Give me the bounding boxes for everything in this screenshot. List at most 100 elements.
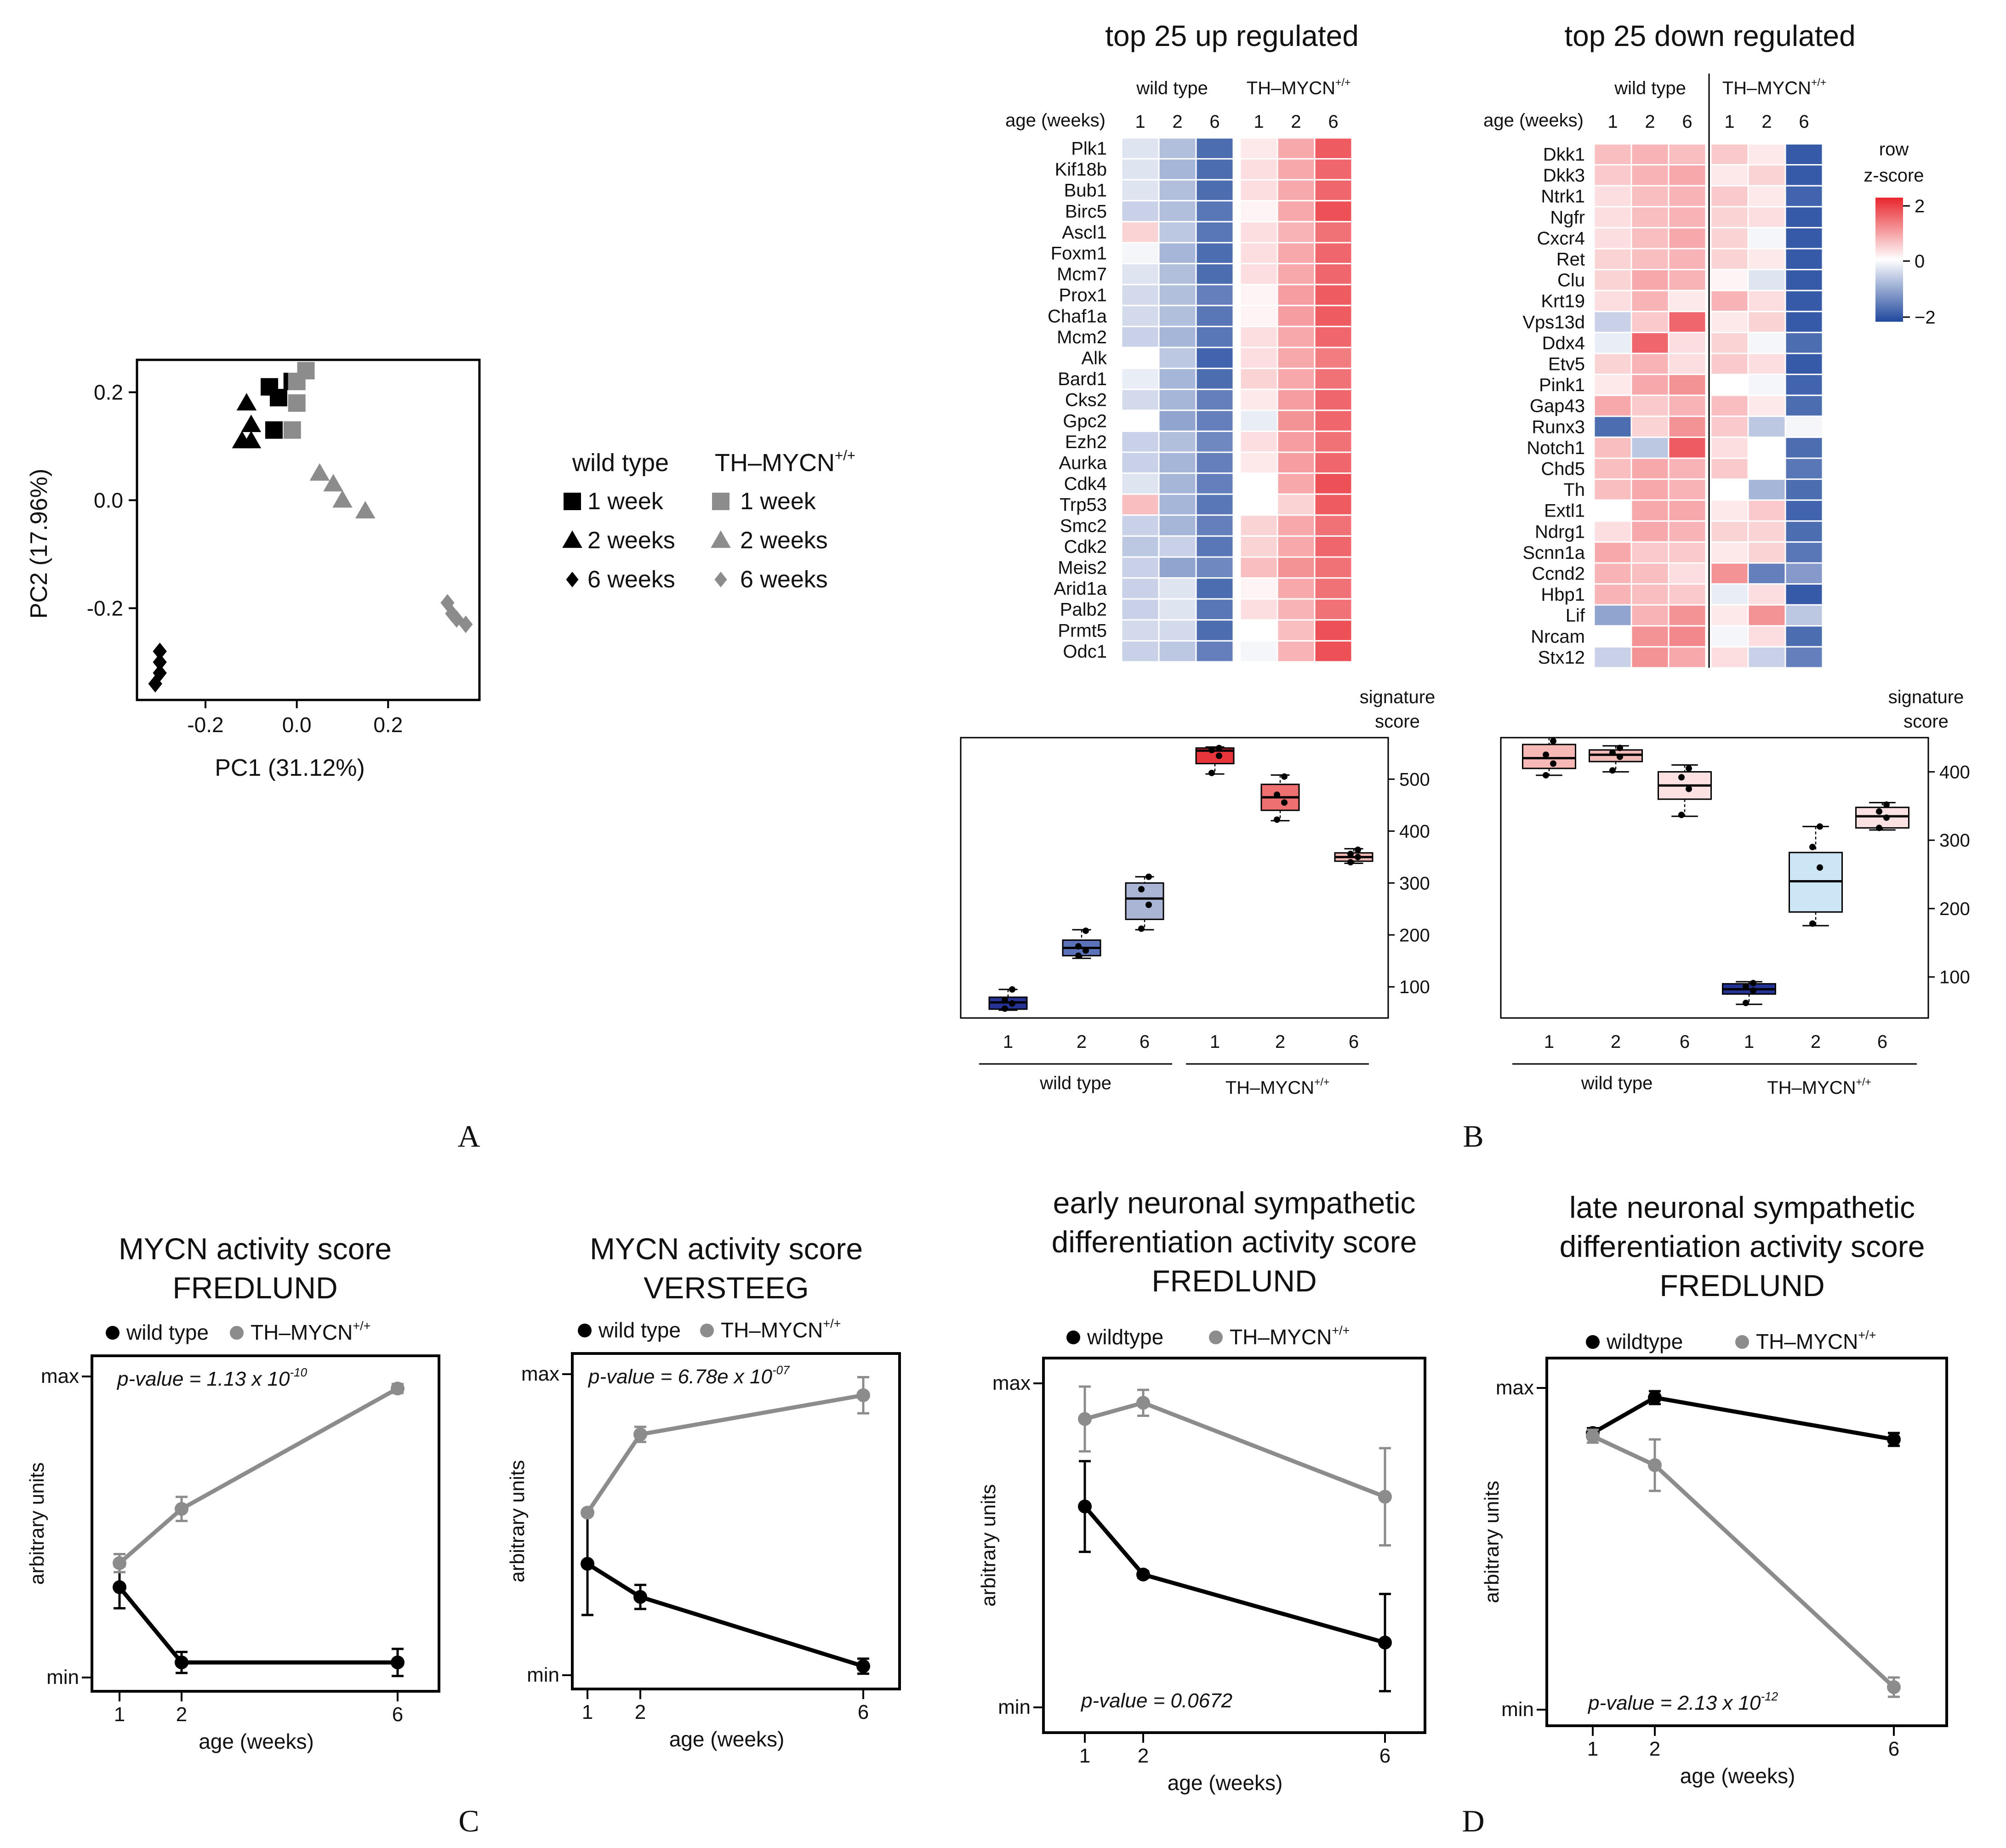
heatmap-down-cell — [1668, 185, 1707, 208]
heatmap-up-cell — [1239, 179, 1278, 202]
heatmap-up-cell — [1314, 347, 1353, 370]
heatmap-up-cell — [1239, 409, 1278, 432]
heatmap-down-cell — [1784, 290, 1824, 313]
pca-point — [288, 394, 306, 412]
line-chart-1-legend-marker — [230, 1326, 244, 1340]
boxplot-down-group-label-wt: wild type — [1581, 1073, 1653, 1093]
heatmap-down-cell — [1784, 269, 1824, 291]
pca-point — [332, 490, 353, 508]
heatmap-up-cell — [1239, 451, 1278, 474]
heatmap-up-age-label: age (weeks) — [1005, 110, 1106, 131]
line-chart-3-x-axis-label: age (weeks) — [1168, 1771, 1283, 1795]
line-chart-2-y-tick-label: min — [527, 1664, 559, 1686]
heatmap-up-cell — [1121, 430, 1160, 453]
heatmap-down-cell — [1630, 143, 1670, 166]
line-chart-2-legend-label: wild type — [598, 1318, 681, 1342]
heatmap-up-cell — [1239, 388, 1278, 411]
heatmap-down-cell — [1747, 143, 1786, 166]
heatmap-up-cell — [1195, 577, 1234, 600]
heatmap-up-gene-label: Bub1 — [1064, 181, 1107, 201]
heatmap-up-cell — [1195, 158, 1234, 181]
heatmap-up-cell — [1277, 200, 1316, 222]
heatmap-up-cell — [1277, 242, 1316, 265]
heatmap-down-cell — [1747, 206, 1786, 228]
heatmap-down-age-col-label: 1 — [1724, 112, 1734, 132]
heatmap-down-cell — [1593, 415, 1632, 438]
heatmap-down-cell — [1784, 541, 1824, 564]
heatmap-up-age-col-label: 1 — [1254, 112, 1264, 132]
heatmap-down-gene-label: Krt19 — [1541, 291, 1585, 312]
boxplot-up-point — [1009, 1000, 1015, 1007]
heatmap-up-title: top 25 up regulated — [1105, 19, 1359, 52]
heatmap-down-cell — [1747, 583, 1786, 606]
line-chart-1-y-tick-label: min — [46, 1666, 79, 1689]
heatmap-up-cell — [1239, 284, 1278, 307]
heatmap-down-gene-label: Ntrk1 — [1541, 187, 1585, 207]
boxplot-up-x-tick-label: 6 — [1349, 1032, 1359, 1052]
line-chart-3-x-tick-label: 1 — [1079, 1745, 1090, 1767]
heatmap-up-cell — [1158, 200, 1197, 222]
line-chart-2-pvalue: p-value = 6.78e x 10-07 — [587, 1363, 790, 1388]
colorbar-title: z-score — [1864, 165, 1924, 186]
heatmap-down-cell — [1593, 646, 1632, 669]
heatmap-up-cell — [1195, 388, 1234, 411]
heatmap-up-cell — [1121, 325, 1160, 348]
boxplot-down-point — [1678, 812, 1685, 819]
pca-legend-label-wt: 2 weeks — [587, 527, 675, 554]
boxplot-down-group-label-tg: TH–MYCN+/+ — [1767, 1076, 1871, 1098]
pca-point — [459, 615, 473, 633]
heatmap-up-cell — [1195, 535, 1234, 558]
heatmap-down-cell — [1593, 457, 1632, 480]
heatmap-down-gene-label: Th — [1563, 480, 1585, 500]
boxplot-down-box — [1522, 744, 1576, 769]
heatmap-up-cell — [1314, 472, 1353, 495]
heatmap-down-cell — [1593, 164, 1632, 187]
heatmap-up-cell — [1195, 284, 1234, 307]
heatmap-up-cell — [1277, 535, 1316, 558]
heatmap-down-cell — [1668, 269, 1707, 291]
pca-x-axis-label: PC1 (31.12%) — [215, 755, 365, 781]
line-chart-4-series-line — [1591, 1395, 1894, 1442]
heatmap-up-cell — [1277, 263, 1316, 285]
colorbar-title: row — [1879, 139, 1909, 159]
line-chart-2-point — [581, 1557, 594, 1571]
boxplot-up-x-tick-label: 2 — [1077, 1032, 1087, 1052]
heatmap-up-cell — [1314, 137, 1353, 160]
heatmap-up-cell — [1239, 598, 1278, 621]
heatmap-down-cell — [1593, 604, 1632, 627]
line-chart-1-x-axis-label: age (weeks) — [199, 1729, 314, 1753]
heatmap-up-cell — [1158, 242, 1197, 265]
heatmap-up-cell — [1195, 451, 1234, 474]
heatmap-down-cell — [1668, 541, 1707, 564]
heatmap-down-cell — [1668, 415, 1707, 438]
line-chart-1-series-line — [118, 1586, 398, 1665]
heatmap-down-cell — [1747, 248, 1786, 271]
boxplot-down-x-tick-label: 6 — [1877, 1032, 1887, 1052]
line-chart-3-series-line — [1084, 1400, 1386, 1499]
heatmap-down-cell — [1630, 520, 1670, 543]
heatmap-up-group-label-tg: TH–MYCN+/+ — [1247, 76, 1351, 98]
heatmap-down-cell — [1747, 499, 1786, 522]
heatmap-up-cell — [1195, 137, 1234, 160]
line-chart-1-point — [391, 1655, 405, 1670]
heatmap-up-cell — [1277, 158, 1316, 181]
heatmap-down-cell — [1747, 331, 1786, 354]
heatmap-down-cell — [1630, 248, 1670, 271]
boxplot-down-point — [1609, 749, 1616, 756]
heatmap-down-cell — [1630, 353, 1670, 375]
heatmap-down-gene-label: Runx3 — [1532, 417, 1585, 437]
boxplot-up-y-tick-label: 400 — [1399, 821, 1430, 842]
heatmap-up-cell — [1277, 430, 1316, 453]
boxplot-up-point — [1138, 886, 1145, 893]
line-chart-3-point — [1378, 1636, 1392, 1649]
heatmap-down-cell — [1784, 143, 1824, 166]
heatmap-up-cell — [1314, 640, 1353, 663]
boxplot-up-point — [1347, 851, 1354, 858]
line-chart-4-x-tick-label: 2 — [1649, 1738, 1660, 1760]
line-chart-1-x-tick-label: 2 — [176, 1703, 187, 1726]
line-chart-3-legend-marker — [1066, 1331, 1080, 1344]
boxplot-down-x-tick-label: 6 — [1680, 1032, 1690, 1052]
heatmap-up-cell — [1158, 472, 1197, 495]
heatmap-up-cell — [1121, 284, 1160, 307]
